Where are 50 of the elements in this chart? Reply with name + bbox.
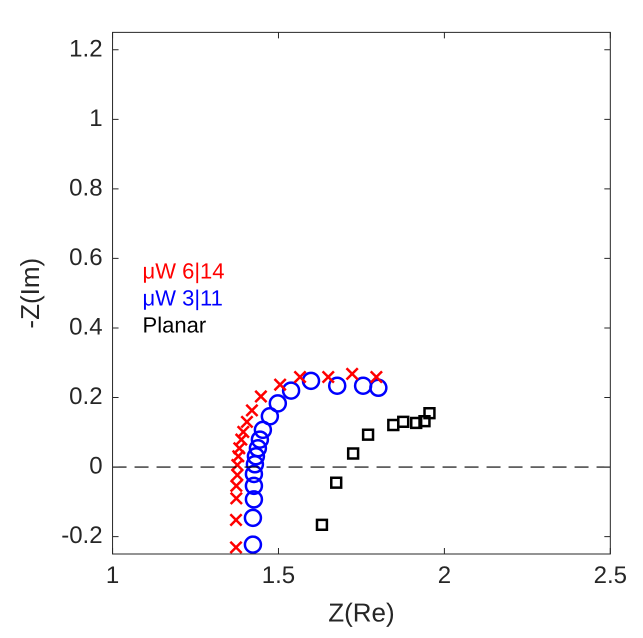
point [346,447,360,460]
y-tick-label: 0.8 [69,174,103,202]
x-tick-label: 2 [438,562,452,590]
x-tick-label: 1.5 [262,562,296,590]
point [410,416,422,430]
point [369,370,384,384]
point [254,420,272,440]
point [246,447,266,466]
point [244,508,262,528]
y-tick-label: 0.4 [69,314,103,341]
text: Planar [142,312,206,338]
point [229,540,243,554]
text: μW 3|11 [142,285,223,310]
point [387,418,400,432]
point [418,414,431,428]
y-axis-title: -Z(Im) [14,258,45,329]
point [293,370,307,384]
point [244,476,264,496]
point [345,366,360,381]
point [328,376,346,395]
y-tick-label: -0.2 [61,522,103,550]
point [245,403,259,418]
text: μW 6|14 [142,258,225,284]
x-axis-title: Z(Re) [328,598,395,628]
point [254,390,268,404]
point [354,376,372,395]
point [330,476,342,489]
point [260,407,280,426]
point [423,406,436,420]
x-tick-label: 2.5 [594,562,628,590]
point [321,370,336,384]
point [250,430,270,449]
point [244,464,264,484]
point [244,490,264,509]
point [316,518,328,531]
point [397,416,410,428]
point [246,455,264,474]
point [273,378,288,392]
y-tick-label: 0.6 [69,244,103,272]
point [268,394,288,413]
point [244,535,262,554]
y-tick-label: 0.2 [69,383,103,410]
point [302,372,320,390]
point [248,439,268,458]
point [229,513,243,527]
point [282,381,300,400]
y-tick-label: 0 [89,452,103,480]
point [362,428,374,441]
y-tick-label: 1.2 [69,35,103,62]
y-tick-label: 1 [89,104,103,132]
